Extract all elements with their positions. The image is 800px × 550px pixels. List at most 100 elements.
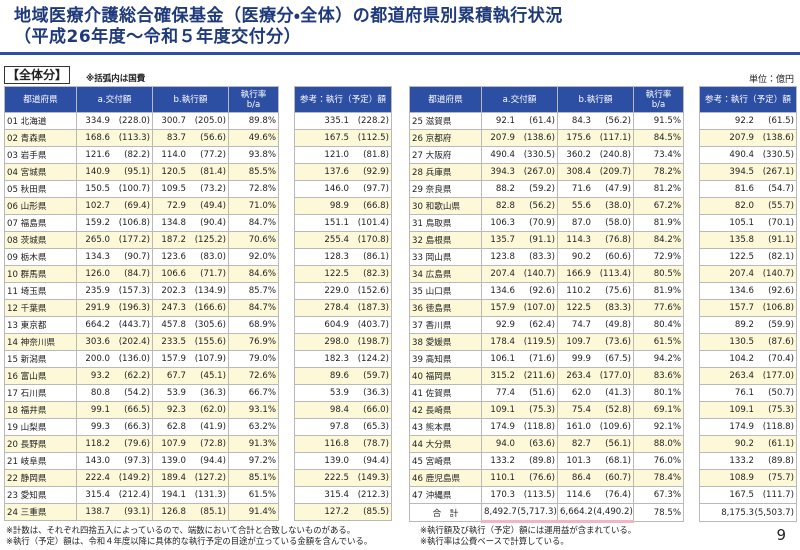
amount: 109.1 (729, 405, 754, 415)
prefecture-cell: 15 新潟県 (4, 350, 77, 368)
amount-cell: 87.0 (58.0) (557, 214, 634, 232)
rate-cell: 84.5% (633, 129, 684, 147)
national-amount: (211.6) (523, 371, 555, 381)
gap (278, 265, 295, 283)
prefecture-cell: 35 山口県 (409, 282, 482, 300)
table-row: 45 宮崎県 133.2 (89.8) 101.3 (68.1) 76.0% 133.2 (8… (409, 452, 797, 470)
amount: 126.8 (161, 507, 186, 517)
amount: 71.6 (571, 184, 591, 194)
national-amount: (140.7) (523, 269, 555, 279)
amount: 109.7 (566, 337, 591, 347)
amount-cell: 263.4 (177.0) (557, 367, 634, 385)
amount: 235.9 (85, 286, 110, 296)
national-amount: (95.1) (124, 167, 150, 177)
amount-cell: 106.1 (71.6) (481, 350, 558, 368)
amount: 101.3 (566, 456, 591, 466)
gap (278, 452, 295, 470)
amount: 82.0 (734, 201, 754, 211)
amount-cell: 114.6 (76.4) (557, 486, 634, 504)
amount-cell: 75.4 (52.8) (557, 401, 634, 419)
table-row: 38 愛媛県 178.4 (119.5) 109.7 (73.6) 61.5% 130.5 (… (409, 333, 797, 351)
rate-cell: 80.4% (633, 316, 684, 334)
amount-cell: 394.3 (267.0) (481, 163, 558, 181)
amount: 233.5 (161, 337, 186, 347)
rate-cell: 73.4% (633, 146, 684, 164)
national-amount: (92.6) (768, 286, 794, 296)
prefecture-cell: 36 徳島県 (409, 299, 482, 317)
header-cell: b.執行額 (152, 86, 229, 113)
amount-cell: 137.6 (92.9) (294, 163, 392, 181)
national-amount: (45.1) (200, 371, 226, 381)
amount: 106.1 (490, 354, 515, 364)
header-row: 都道府県 a.交付額 b.執行額 執行率 b/a 参考：執行（予定）額 (4, 86, 392, 113)
amount-cell: 134.3 (90.7) (76, 248, 153, 266)
prefecture-cell: 04 宮城県 (4, 163, 77, 181)
national-amount: (87.6) (768, 337, 794, 347)
national-amount: (54.2) (124, 388, 150, 398)
amount: 98.9 (329, 201, 349, 211)
amount-cell: 8,492.7(5,717.3) (481, 503, 558, 523)
amount-cell: 157.9 (107.0) (481, 299, 558, 317)
national-amount: (198.7) (357, 337, 389, 347)
amount: 168.6 (85, 133, 110, 143)
prefecture-cell: 29 奈良県 (409, 180, 482, 198)
gap (683, 282, 700, 300)
rate-cell: 85.7% (228, 282, 279, 300)
national-amount: (89.8) (529, 456, 555, 466)
national-amount: (149.3) (357, 473, 389, 483)
national-amount: (113.4) (599, 269, 631, 279)
amount-cell: 303.6 (202.4) (76, 333, 153, 351)
gap (278, 129, 295, 147)
amount-cell: 71.6 (47.9) (557, 180, 634, 198)
gap (683, 86, 700, 113)
table-row: 23 愛知県 315.4 (212.4) 194.1 (131.3) 61.5% 315.4… (4, 486, 392, 504)
section-label: 【全体分】 (4, 66, 71, 84)
national-amount: (81.4) (200, 167, 226, 177)
amount: 92.9 (495, 320, 515, 330)
rate-cell: 84.7% (228, 214, 279, 232)
national-amount: (49.8) (605, 320, 631, 330)
rate-cell: 67.3% (633, 486, 684, 504)
amount-cell: 291.9 (196.3) (76, 299, 153, 317)
amount-cell: 222.5 (149.3) (294, 469, 392, 487)
amount-cell: 89.2 (59.9) (699, 316, 797, 334)
amount: 116.8 (324, 439, 349, 449)
amount: 159.2 (85, 218, 110, 228)
amount: 291.9 (85, 303, 110, 313)
amount: 8,492.7 (484, 507, 517, 517)
amount: 88.2 (495, 184, 515, 194)
national-amount: (36.3) (363, 388, 389, 398)
amount: 247.3 (161, 303, 186, 313)
rate-cell: 81.9% (633, 214, 684, 232)
gap (278, 350, 295, 368)
amount: 92.2 (734, 116, 754, 126)
header-cell: 都道府県 (409, 86, 482, 113)
prefecture-cell: 01 北海道 (4, 112, 77, 130)
gap (278, 197, 295, 215)
amount: 134.3 (85, 252, 110, 262)
gap (683, 350, 700, 368)
national-amount: (65.3) (363, 422, 389, 432)
national-amount: (131.3) (194, 490, 226, 500)
gap (278, 316, 295, 334)
amount-cell: 110.1 (76.6) (481, 469, 558, 487)
table-row: 27 大阪府 490.4 (330.5) 360.2 (240.8) 73.4% 490.4… (409, 146, 797, 164)
table-row: 33 岡山県 123.8 (83.3) 90.2 (60.6) 72.9% 122.5 (82… (409, 248, 797, 266)
amount: 315.2 (490, 371, 515, 381)
amount-cell: 174.9 (118.8) (481, 418, 558, 436)
amount: 140.9 (85, 167, 110, 177)
amount-cell: 360.2 (240.8) (557, 146, 634, 164)
national-amount: (76.8) (605, 235, 631, 245)
amount: 114.3 (566, 235, 591, 245)
gap (278, 180, 295, 198)
amount-cell: 194.1 (131.3) (152, 486, 229, 504)
amount-cell: 8,175.3(5,503.7) (699, 503, 797, 522)
amount-cell: 200.0 (136.0) (76, 350, 153, 368)
national-amount: (97.3) (124, 456, 150, 466)
amount: 133.2 (729, 456, 754, 466)
gap (278, 231, 295, 249)
amount: 255.4 (324, 235, 349, 245)
national-amount: (127.2) (194, 473, 226, 483)
national-amount: (38.0) (605, 201, 631, 211)
rate-cell: 67.2% (633, 197, 684, 215)
